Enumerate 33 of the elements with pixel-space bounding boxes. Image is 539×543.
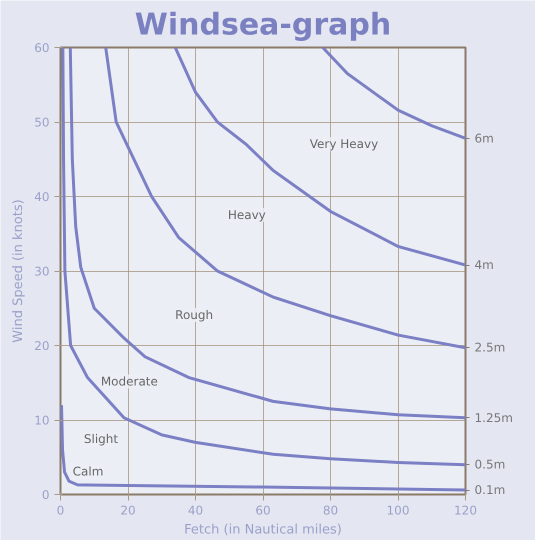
series-label: 6m	[474, 131, 494, 146]
series-label: 4m	[474, 258, 494, 272]
x-tick-label: 20	[120, 504, 136, 518]
annotation: Rough	[175, 308, 214, 322]
annotation: Moderate	[100, 374, 158, 389]
chart-title: Windsea-graph	[134, 8, 392, 42]
series-label: 0.1m	[474, 483, 506, 498]
x-tick-label: 0	[56, 504, 64, 518]
annotation: Slight	[84, 432, 118, 446]
annotation: Very Heavy	[310, 137, 378, 152]
line-series	[104, 48, 466, 350]
annotation: Heavy	[228, 208, 266, 222]
series-label: 2.5m	[474, 340, 506, 355]
x-tick-label: 80	[322, 504, 338, 518]
x-axis-title: Fetch (in Nautical miles)	[184, 522, 342, 538]
line-series	[60, 404, 466, 492]
y-tick-label: 10	[34, 414, 50, 428]
y-axis-title: Wind Speed (in knots)	[11, 199, 26, 343]
y-tick-label: 30	[34, 264, 50, 278]
y-tick-label: 20	[34, 339, 50, 353]
line-series	[174, 48, 466, 267]
y-tick-label: 60	[34, 41, 50, 55]
x-tick-label: 40	[188, 504, 204, 518]
x-tick-label: 100	[386, 504, 410, 518]
x-tick-label: 60	[255, 504, 271, 518]
series-label: 1.25m	[474, 410, 513, 425]
x-tick-label: 120	[454, 504, 477, 518]
line-series	[321, 48, 466, 140]
y-tick-label: 0	[42, 488, 50, 502]
annotation: Calm	[72, 464, 104, 479]
y-tick-label: 40	[34, 190, 50, 204]
series-label: 0.5m	[474, 458, 506, 472]
y-tick-label: 50	[34, 116, 50, 130]
